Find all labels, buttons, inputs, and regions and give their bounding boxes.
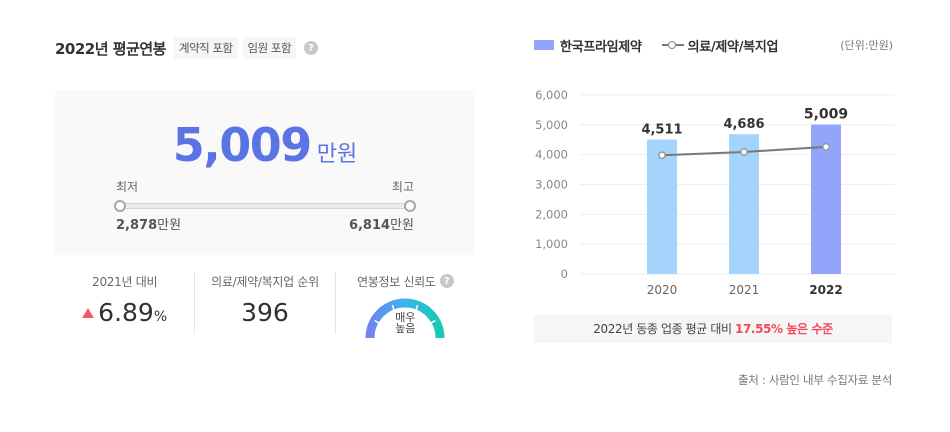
stat-reliability: 연봉정보 신뢰도 ? 매우 높음 [334,272,475,339]
comparison-highlight: 17.55% 높은 수준 [735,322,833,336]
line-marker-icon [661,40,684,50]
y-tick-label: 2,000 [535,207,568,221]
stat-yoy-label: 2021년 대비 [92,274,158,289]
stat-reliability-label: 연봉정보 신뢰도 ? [336,272,475,290]
bar-value-label: 4,511 [641,122,682,137]
chart-legend: 한국프라임제약 의료/제약/복지업 [534,36,779,55]
up-triangle-icon [82,308,95,318]
bar-2020[interactable] [647,139,677,274]
y-tick-label: 1,000 [535,237,568,251]
average-salary: 5,009 만원 [55,118,475,172]
question-circle-icon[interactable]: ? [439,274,454,288]
x-tick-label: 2021 [729,283,760,297]
range-min-marker [114,200,126,212]
salary-chart: 0 1,000 2,000 3,000 4,000 5,000 6,000 4,511 2020… [530,85,895,300]
bar-line-chart: 0 1,000 2,000 3,000 4,000 5,000 6,000 4,511 2020… [535,88,895,297]
bar-value-label: 5,009 [804,107,848,123]
stat-rank-value: 396 [241,298,289,327]
gauge-label: 매우 높음 [395,311,416,335]
line-point[interactable] [740,148,748,156]
industry-comparison-note: 2022년 동종 업종 평균 대비 17.55% 높은 수준 [534,315,892,343]
max-salary: 6,814만원 [348,218,414,233]
source-text: 출처 : 사람인 내부 수집자료 분석 [738,373,892,387]
bar-2021[interactable] [729,134,759,274]
question-circle-icon[interactable]: ? [304,41,319,55]
salary-header: 2022년 평균연봉 계약직 포함 임원 포함 ? [55,36,319,60]
min-label: 최저 [116,180,139,194]
max-label: 최고 [391,180,414,194]
bar-value-label: 4,686 [723,117,764,132]
y-tick-label: 5,000 [535,118,568,132]
x-tick-label: 2022 [809,283,842,297]
x-tick-label: 2020 [647,283,678,297]
salary-range-bar [116,203,414,209]
salary-stats: 2021년 대비 6.89% 의료/제약/복지업 순위 396 연봉정보 신뢰도… [55,272,475,339]
stat-rank-label: 의료/제약/복지업 순위 [211,274,319,289]
legend-industry: 의료/제약/복지업 [687,39,779,55]
tag-executive-included: 임원 포함 [242,37,297,59]
bar-swatch-icon [534,40,554,50]
line-point[interactable] [658,151,666,160]
reliability-gauge: 매우 높음 [365,298,445,339]
page-title: 2022년 평균연봉 [55,39,166,58]
min-salary: 2,878만원 [116,218,182,233]
tag-contract-included: 계약직 포함 [173,37,238,59]
gauge-arc-icon [365,298,445,339]
stat-yoy-value: 6.89% [55,298,194,327]
line-point[interactable] [822,142,830,151]
y-tick-label: 0 [561,267,568,281]
stat-yoy: 2021년 대비 6.89% [55,272,194,334]
y-tick-label: 6,000 [535,88,568,102]
average-salary-panel: 5,009 만원 최저 최고 2,878만원 6,814만원 [55,90,475,255]
average-salary-unit: 만원 [316,142,358,167]
y-tick-label: 4,000 [535,148,568,162]
average-salary-value: 5,009 [172,118,313,172]
range-max-marker [404,200,416,212]
stat-industry-rank: 의료/제약/복지업 순위 396 [194,272,334,334]
unit-note: (단위:만원) [840,39,893,52]
legend-company: 한국프라임제약 [560,39,642,55]
y-tick-label: 3,000 [535,178,568,192]
